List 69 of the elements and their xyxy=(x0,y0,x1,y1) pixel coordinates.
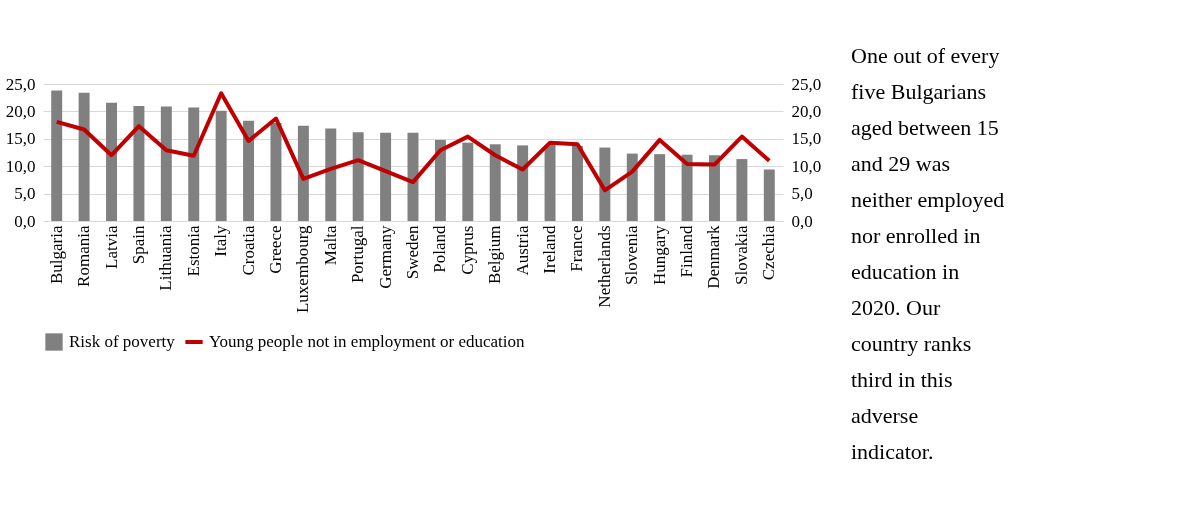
x-tick-label: Netherlands xyxy=(594,225,614,308)
x-tick-label: Romania xyxy=(74,225,94,287)
x-tick-label: Portugal xyxy=(348,225,368,284)
bar xyxy=(160,106,172,221)
y-tick-label: 0,0 xyxy=(14,211,36,231)
bar xyxy=(599,147,611,221)
x-tick-label: Latvia xyxy=(101,225,121,269)
x-tick-label: Belgium xyxy=(485,225,505,285)
y-tick-label: 5,0 xyxy=(14,184,36,204)
x-tick-label: Italy xyxy=(211,225,231,257)
bar xyxy=(681,154,693,221)
bar xyxy=(133,105,145,221)
y2-tick-label: 20,0 xyxy=(791,101,822,121)
legend-label: Young people not in employment or education xyxy=(209,332,526,351)
x-tick-label: Cyprus xyxy=(457,225,477,275)
bar xyxy=(51,90,63,221)
x-tick-label: Malta xyxy=(320,225,340,266)
y2-tick-label: 0,0 xyxy=(791,211,813,231)
bar xyxy=(297,125,309,221)
x-tick-label: Greece xyxy=(265,225,285,274)
x-tick-label: Bulgaria xyxy=(46,225,66,285)
legend-label: Risk of poverty xyxy=(69,332,176,351)
bar xyxy=(654,154,666,221)
bar xyxy=(188,107,200,221)
x-tick-label: Denmark xyxy=(704,225,724,289)
x-tick-label: Czechia xyxy=(759,225,779,281)
line-series xyxy=(54,91,772,193)
y-tick-label: 20,0 xyxy=(5,101,36,121)
x-tick-label: Lithuania xyxy=(156,225,176,291)
y2-tick-label: 5,0 xyxy=(791,184,813,204)
x-tick-label: Spain xyxy=(128,225,148,265)
x-tick-label: Slovenia xyxy=(622,225,642,285)
y-tick-label: 25,0 xyxy=(5,74,36,94)
bar xyxy=(571,145,583,221)
bar xyxy=(736,159,748,221)
bar xyxy=(434,139,446,221)
bar xyxy=(215,110,227,221)
bar xyxy=(106,102,117,221)
bar xyxy=(78,92,90,221)
bar xyxy=(763,169,775,221)
bar xyxy=(380,132,392,221)
x-tick-label: Germany xyxy=(375,225,395,289)
x-tick-label: Finland xyxy=(677,225,697,278)
bar xyxy=(626,153,638,221)
bar xyxy=(462,142,474,221)
bar xyxy=(517,145,529,221)
y-tick-label: 15,0 xyxy=(5,129,36,149)
y2-tick-label: 15,0 xyxy=(791,129,822,149)
x-tick-label: France xyxy=(567,225,587,272)
bar xyxy=(709,155,720,221)
x-tick-label: Croatia xyxy=(238,225,258,276)
text: One out of every five Bulgarians aged between 15 and 29 was neither employed nor enrolled in education in 2020. Our country ranks third in this adverse indicator. xyxy=(851,43,1005,464)
x-tick-label: Austria xyxy=(512,225,532,276)
x-tick-label: Ireland xyxy=(540,225,560,274)
y2-tick-label: 10,0 xyxy=(791,156,822,176)
x-tick-label: Slovakia xyxy=(731,225,751,285)
x-tick-label: Estonia xyxy=(183,225,203,277)
bar xyxy=(352,132,364,221)
bar xyxy=(489,144,501,221)
y-tick-label: 10,0 xyxy=(5,156,36,176)
y2-tick-label: 25,0 xyxy=(791,74,822,94)
x-tick-label: Sweden xyxy=(403,225,422,280)
x-tick-label: Poland xyxy=(430,225,450,273)
bar xyxy=(325,128,337,221)
bar xyxy=(270,122,282,221)
x-tick-label: Hungary xyxy=(649,225,669,285)
x-tick-label: Luxembourg xyxy=(293,225,313,314)
bar xyxy=(243,120,255,221)
bar xyxy=(544,144,556,221)
